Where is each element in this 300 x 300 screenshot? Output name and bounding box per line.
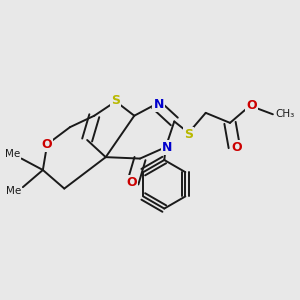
Text: Me: Me	[6, 186, 21, 197]
Text: S: S	[184, 128, 193, 141]
Text: N: N	[153, 98, 164, 111]
Text: O: O	[232, 141, 242, 154]
Text: N: N	[162, 141, 172, 154]
Text: O: O	[246, 99, 257, 112]
Text: O: O	[126, 176, 137, 189]
Text: S: S	[111, 94, 120, 106]
Text: Me: Me	[5, 149, 20, 159]
Text: O: O	[42, 138, 52, 151]
Text: CH₃: CH₃	[276, 109, 295, 119]
